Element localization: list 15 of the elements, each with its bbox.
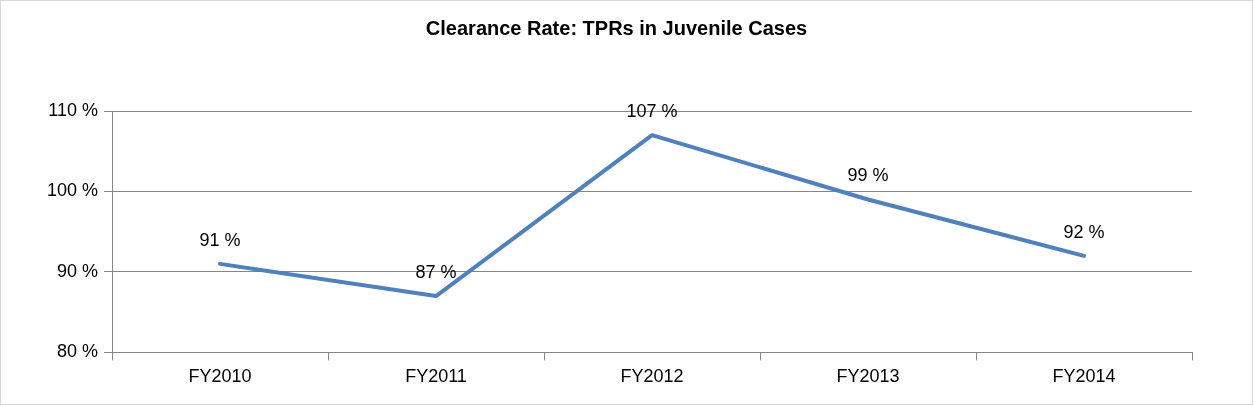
data-label: 107 % <box>626 101 678 122</box>
y-tick-label: 80 % <box>57 341 99 362</box>
data-label: 92 % <box>1063 221 1105 242</box>
x-tick-label: FY2011 <box>405 366 467 387</box>
data-label: 87 % <box>415 262 457 283</box>
x-tick-label: FY2013 <box>836 366 900 387</box>
x-tick-label: FY2012 <box>620 366 684 387</box>
x-tick-label: FY2010 <box>188 366 252 387</box>
data-label: 91 % <box>199 229 241 250</box>
y-tick-label: 100 % <box>46 180 99 201</box>
x-tick-label: FY2014 <box>1052 366 1116 387</box>
y-tick-label: 110 % <box>48 99 99 120</box>
y-tick-label: 90 % <box>57 260 99 281</box>
chart-title: Clearance Rate: TPRs in Juvenile Cases <box>425 16 808 39</box>
data-label: 99 % <box>847 165 889 186</box>
